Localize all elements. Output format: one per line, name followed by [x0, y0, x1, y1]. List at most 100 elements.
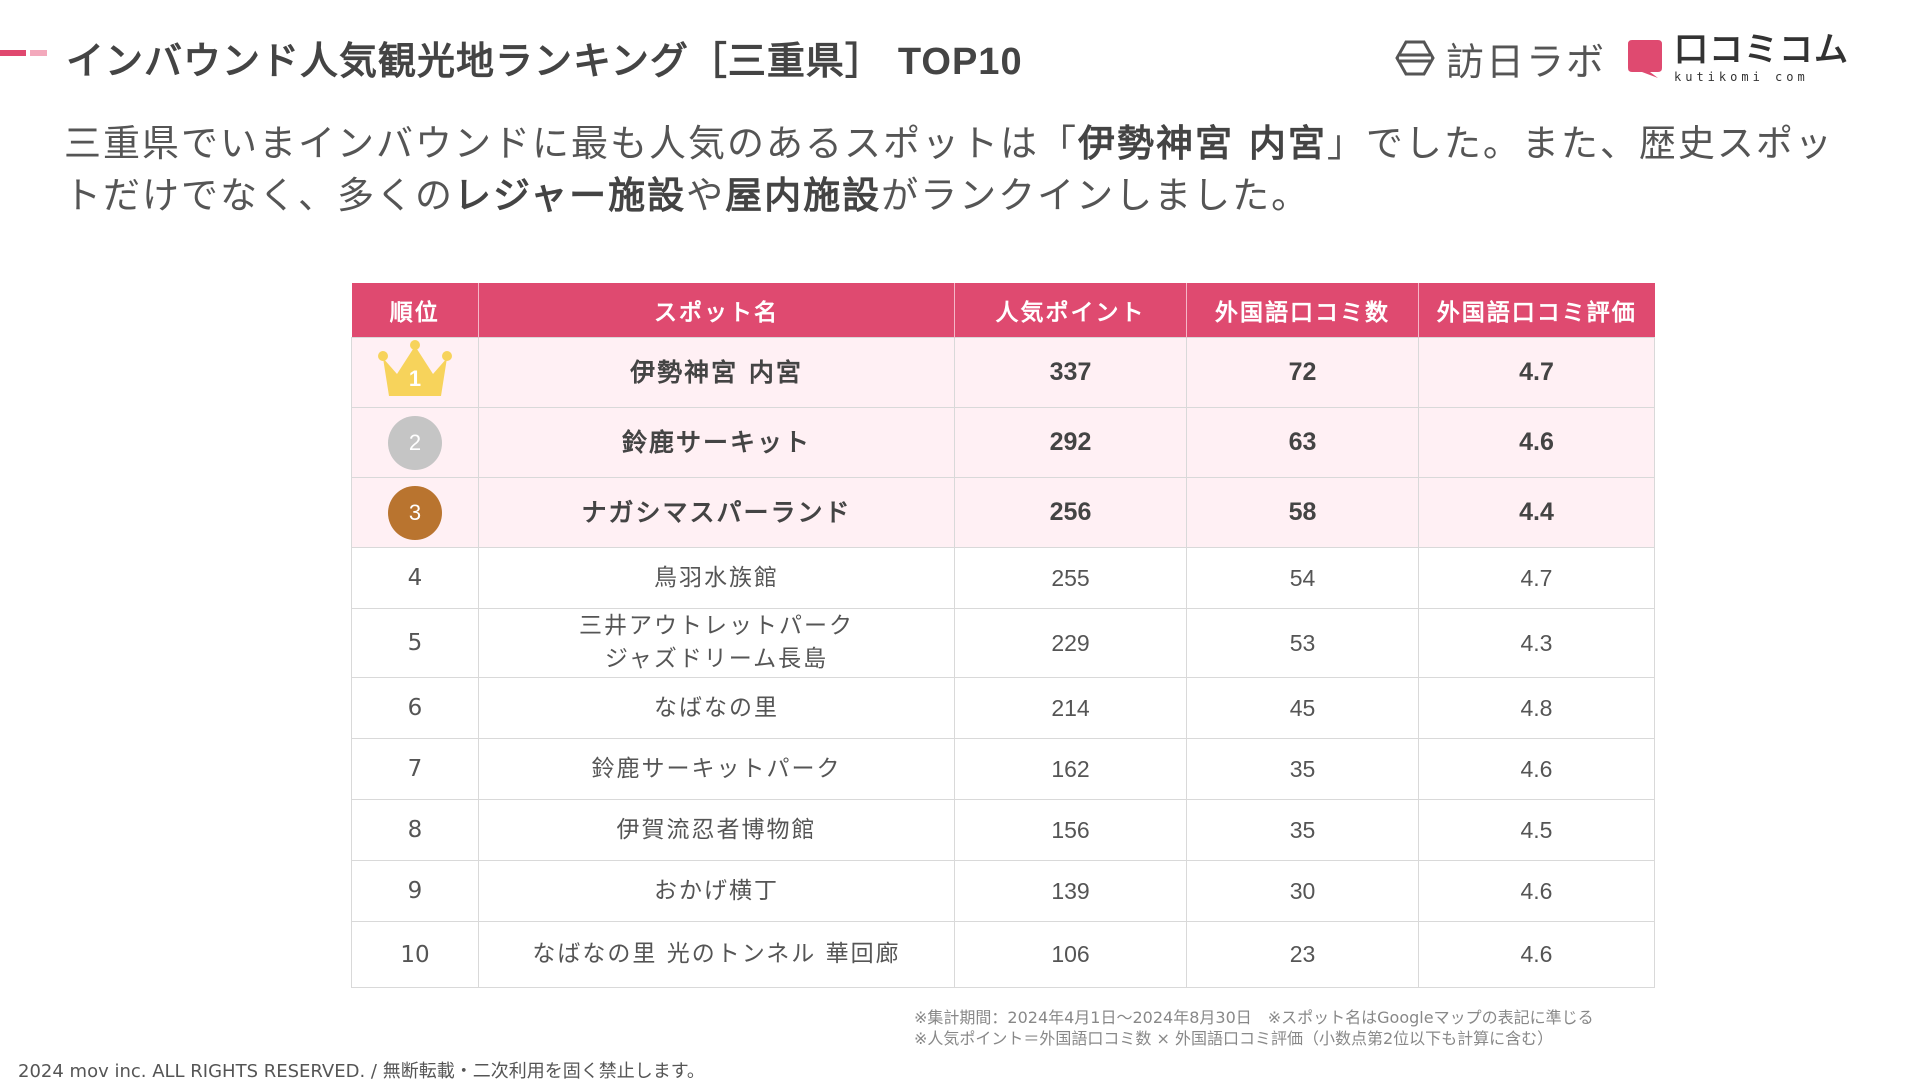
rating-value: 4.3 — [1520, 629, 1553, 656]
rank-cell: 3 — [351, 477, 479, 548]
points-value: 292 — [1049, 428, 1092, 456]
points-cell: 139 — [954, 860, 1187, 922]
spot-name-line-2: ジャズドリーム長島 — [604, 646, 829, 672]
reviews-cell: 53 — [1186, 608, 1419, 678]
lead-text-3: や — [686, 174, 726, 217]
points-cell: 162 — [954, 738, 1187, 800]
lead-highlight-1: 伊勢神宮 内宮 — [1078, 122, 1327, 165]
reviews-cell: 35 — [1186, 799, 1419, 861]
spot-name: 鈴鹿サーキットパーク — [591, 755, 842, 782]
rank-number: 9 — [407, 878, 423, 904]
title-accent-bar — [0, 50, 47, 56]
reviews-value: 54 — [1289, 564, 1316, 591]
lead-highlight-3: 屋内施設 — [725, 174, 882, 217]
rank-number: 3 — [408, 499, 422, 525]
spot-name-cell: なばなの里 光のトンネル 華回廊 — [478, 921, 955, 988]
reviews-cell: 63 — [1186, 407, 1419, 478]
reviews-value: 45 — [1289, 694, 1316, 721]
rating-cell: 4.6 — [1418, 921, 1655, 988]
rank-cell: 6 — [351, 677, 479, 739]
table-header-row: 順位 スポット名 人気ポイント 外国語口コミ数 外国語口コミ評価 — [351, 283, 1655, 338]
reviews-cell: 23 — [1186, 921, 1419, 988]
table-row: 1 伊勢神宮 内宮 337 72 4.7 — [351, 337, 1655, 408]
points-value: 229 — [1051, 629, 1090, 656]
header-rank: 順位 — [351, 283, 479, 338]
points-value: 256 — [1049, 498, 1092, 526]
rank-number: 10 — [400, 941, 430, 968]
hexagon-icon — [1395, 40, 1435, 76]
reviews-value: 72 — [1288, 358, 1317, 386]
spot-name-cell: 三井アウトレットパーク ジャズドリーム長島 — [478, 608, 955, 678]
note-line-2: ※人気ポイント＝外国語口コミ数 × 外国語口コミ評価（小数点第2位以下も計算に含… — [914, 1029, 1554, 1048]
silver-medal-icon: 2 — [388, 415, 442, 470]
reviews-value: 35 — [1289, 755, 1316, 782]
points-cell: 156 — [954, 799, 1187, 861]
spot-name: なばなの里 — [654, 694, 779, 721]
bronze-medal-icon: 3 — [388, 485, 442, 540]
copyright-footer: 2024 mov inc. ALL RIGHTS RESERVED. / 無断転… — [18, 1061, 705, 1082]
rank-cell: 7 — [351, 738, 479, 800]
rating-cell: 4.7 — [1418, 337, 1655, 408]
reviews-cell: 54 — [1186, 547, 1419, 609]
lead-paragraph: 三重県でいまインバウンドに最も人気のあるスポットは「伊勢神宮 内宮」でした。また… — [64, 118, 1854, 222]
rank-cell: 4 — [351, 547, 479, 609]
rating-cell: 4.8 — [1418, 677, 1655, 739]
logos: 訪日ラボ 口コミコム kutikomi com — [1394, 30, 1849, 86]
table-row: 9 おかげ横丁 139 30 4.6 — [351, 860, 1655, 922]
points-value: 106 — [1051, 941, 1090, 967]
rating-value: 4.6 — [1520, 877, 1553, 904]
rating-cell: 4.4 — [1418, 477, 1655, 548]
rank-number: 8 — [407, 817, 423, 843]
reviews-value: 53 — [1289, 629, 1316, 656]
header-review-rating: 外国語口コミ評価 — [1418, 283, 1655, 338]
table-row: 3 ナガシマスパーランド 256 58 4.4 — [351, 477, 1655, 548]
table-row: 5 三井アウトレットパーク ジャズドリーム長島 229 53 4.3 — [351, 608, 1655, 678]
rating-cell: 4.6 — [1418, 738, 1655, 800]
table-row: 10 なばなの里 光のトンネル 華回廊 106 23 4.6 — [351, 921, 1655, 988]
reviews-cell: 58 — [1186, 477, 1419, 548]
points-cell: 255 — [954, 547, 1187, 609]
rank-number: 1 — [408, 365, 422, 391]
lead-text-2: 」でした。また、歴史スポットだけでなく、多くの — [64, 122, 1834, 217]
table-row: 8 伊賀流忍者博物館 156 35 4.5 — [351, 799, 1655, 861]
speech-bubble-icon — [1628, 40, 1662, 78]
reviews-value: 23 — [1289, 941, 1316, 967]
reviews-value: 63 — [1288, 428, 1317, 456]
rank-cell: 2 — [351, 407, 479, 478]
points-cell: 214 — [954, 677, 1187, 739]
points-cell: 337 — [954, 337, 1187, 408]
reviews-cell: 30 — [1186, 860, 1419, 922]
spot-name: 伊勢神宮 内宮 — [630, 358, 803, 387]
header-review-count: 外国語口コミ数 — [1186, 283, 1419, 338]
header-spot-name: スポット名 — [478, 283, 955, 338]
rating-cell: 4.6 — [1418, 860, 1655, 922]
spot-name-cell: 鈴鹿サーキット — [478, 407, 955, 478]
reviews-cell: 45 — [1186, 677, 1419, 739]
points-value: 214 — [1051, 694, 1090, 721]
reviews-value: 30 — [1289, 877, 1316, 904]
rank-cell: 1 — [351, 337, 479, 408]
rating-cell: 4.6 — [1418, 407, 1655, 478]
table-row: 6 なばなの里 214 45 4.8 — [351, 677, 1655, 739]
spot-name-cell: 鈴鹿サーキットパーク — [478, 738, 955, 800]
kuchikomi-logo-subtext: kutikomi com — [1674, 70, 1809, 84]
table-row: 7 鈴鹿サーキットパーク 162 35 4.6 — [351, 738, 1655, 800]
rating-value: 4.6 — [1520, 755, 1553, 782]
gold-crown-icon: 1 — [375, 339, 455, 400]
points-value: 156 — [1051, 816, 1090, 843]
rating-cell: 4.5 — [1418, 799, 1655, 861]
page-title-top10: TOP10 — [897, 41, 1023, 83]
reviews-cell: 35 — [1186, 738, 1419, 800]
rating-cell: 4.3 — [1418, 608, 1655, 678]
spot-name-cell: 伊賀流忍者博物館 — [478, 799, 955, 861]
points-value: 337 — [1049, 358, 1092, 386]
rank-cell: 10 — [351, 921, 479, 988]
houni-lab-logo: 訪日ラボ — [1394, 31, 1606, 86]
spot-name-cell: ナガシマスパーランド — [478, 477, 955, 548]
spot-name: おかげ横丁 — [654, 877, 779, 904]
table-row: 2 鈴鹿サーキット 292 63 4.6 — [351, 407, 1655, 478]
houni-lab-logo-text: 訪日ラボ — [1445, 39, 1606, 84]
header-points: 人気ポイント — [954, 283, 1187, 338]
reviews-value: 35 — [1289, 816, 1316, 843]
points-cell: 106 — [954, 921, 1187, 988]
